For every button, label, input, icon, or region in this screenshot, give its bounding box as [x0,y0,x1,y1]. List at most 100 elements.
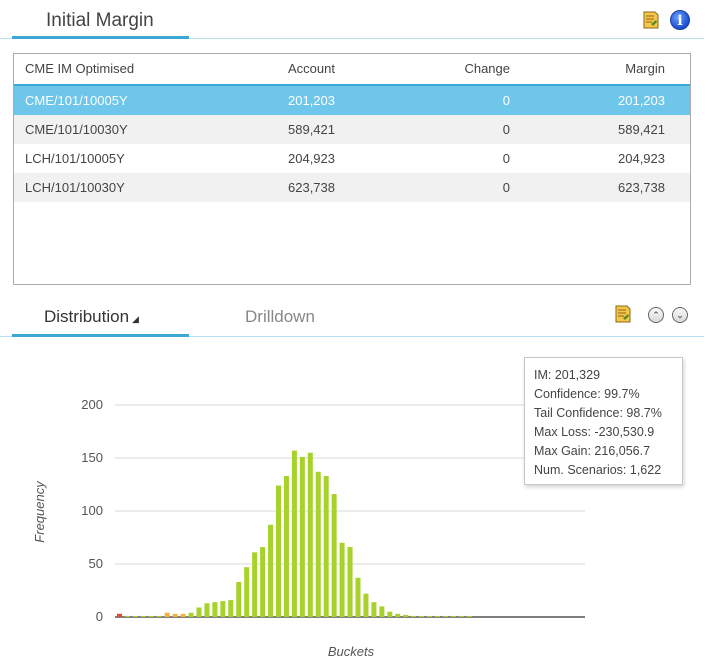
row-margin: 623,738 [618,180,665,195]
histogram-bar [347,547,353,617]
initial-margin-header: Initial Margin i [0,0,704,39]
histogram-bar [260,547,266,617]
row-account: 623,738 [288,180,335,195]
chart-y-ticks: 0 50 100 150 200 [81,397,103,624]
table-row[interactable]: CME/101/10005Y 201,203 0 201,203 [14,86,690,115]
distribution-header: Distribution ◢ Drilldown ⌃ ⌄ [0,298,704,337]
histogram-bar [363,593,369,617]
column-header-name[interactable]: CME IM Optimised [25,61,135,76]
histogram-bar [180,613,186,617]
column-header-change[interactable]: Change [464,61,510,76]
histogram-bar [466,615,472,617]
report-icon[interactable] [614,304,632,324]
row-margin: 589,421 [618,122,665,137]
histogram-bar [450,615,456,617]
histogram-bar [164,612,170,617]
histogram-bar [228,600,234,617]
histogram-bar [188,612,194,617]
histogram-bar [403,614,409,617]
tooltip-tail-confidence: Tail Confidence: 98.7% [534,406,662,420]
expand-down-icon[interactable]: ⌄ [672,307,688,323]
row-margin: 201,203 [618,93,665,108]
row-name: CME/101/10005Y [25,93,128,108]
histogram-bar [315,471,321,617]
histogram-bar [419,615,425,617]
report-icon[interactable] [642,10,660,30]
row-change: 0 [502,151,510,166]
histogram-bar [117,613,122,617]
y-tick-label: 100 [81,503,103,518]
histogram-bar [339,542,345,617]
tooltip-max-loss: Max Loss: -230,530.9 [534,425,655,439]
table-row[interactable]: CME/101/10030Y 589,421 0 589,421 [14,115,690,144]
histogram-bar [236,582,242,617]
histogram-bar [212,602,218,617]
histogram-bar [427,615,433,617]
histogram-bar [291,450,297,617]
margin-table: CME IM Optimised Account Change Margin C… [13,53,691,285]
histogram-bar [268,524,274,617]
histogram-bar [442,615,448,617]
chart-bars [117,450,472,617]
histogram-bar [148,615,154,617]
histogram-bar [387,611,393,617]
histogram-bar [132,615,138,617]
tooltip-im: IM: 201,329 [534,368,601,382]
histogram-bar [220,601,226,617]
title-underline [12,36,189,39]
y-tick-label: 200 [81,397,103,412]
column-header-account[interactable]: Account [288,61,335,76]
histogram-bar [299,456,305,617]
histogram-bar [124,615,130,617]
histogram-bar [395,613,401,617]
row-name: CME/101/10030Y [25,122,128,137]
histogram-bar [435,615,440,617]
histogram-bar [204,603,210,617]
row-account: 201,203 [288,93,335,108]
histogram-bar [371,602,377,617]
histogram-bar [252,552,258,617]
column-header-margin[interactable]: Margin [625,61,665,76]
tooltip-confidence: Confidence: 99.7% [534,387,640,401]
panel-title: Initial Margin [46,10,154,31]
histogram-bar [379,606,385,617]
histogram-bar [411,615,417,617]
histogram-bar [172,613,178,617]
histogram-bar [283,476,289,617]
histogram-bar [331,494,337,617]
row-account: 204,923 [288,151,335,166]
row-account: 589,421 [288,122,335,137]
table-row[interactable]: LCH/101/10030Y 623,738 0 623,738 [14,173,690,202]
histogram-bar [140,615,146,617]
histogram-bar [196,607,202,617]
histogram-bar [244,567,250,617]
row-name: LCH/101/10005Y [25,151,125,166]
histogram-bar [156,615,162,617]
row-change: 0 [502,93,510,108]
y-tick-label: 0 [96,609,103,624]
histogram-bar [355,577,361,617]
y-tick-label: 150 [81,450,103,465]
row-change: 0 [502,122,510,137]
row-name: LCH/101/10030Y [25,180,125,195]
tab-distribution[interactable]: Distribution ◢ [44,307,139,327]
tab-underline [12,334,189,337]
tooltip-max-gain: Max Gain: 216,056.7 [534,444,651,458]
row-margin: 204,923 [618,151,665,166]
caret-icon: ◢ [132,314,139,324]
chart-tooltip: IM: 201,329 Confidence: 99.7% Tail Confi… [524,357,683,485]
table-header: CME IM Optimised Account Change Margin [14,54,690,86]
row-change: 0 [502,180,510,195]
tab-distribution-label: Distribution [44,307,130,326]
info-icon[interactable]: i [670,10,690,30]
histogram-bar [276,485,281,617]
chart-gridlines [115,404,585,618]
y-tick-label: 50 [89,556,103,571]
histogram-bar [458,615,464,617]
histogram-bar [323,476,329,617]
tab-drilldown[interactable]: Drilldown [245,307,315,326]
x-axis-label: Buckets [328,644,375,659]
table-row[interactable]: LCH/101/10005Y 204,923 0 204,923 [14,144,690,173]
collapse-up-icon[interactable]: ⌃ [648,307,664,323]
histogram-bar [307,452,313,617]
